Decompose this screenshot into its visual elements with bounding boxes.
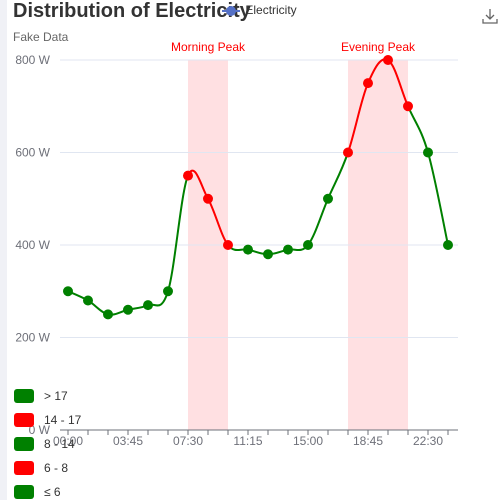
series-line-segment	[307, 198, 329, 246]
y-tick-label: 400 W	[15, 238, 50, 252]
series-line-segment	[327, 152, 349, 200]
chart-title: Distribution of Electricity	[13, 0, 251, 22]
visual-map-swatch	[14, 413, 34, 427]
data-point[interactable]	[123, 304, 133, 315]
data-point[interactable]	[343, 147, 353, 158]
visual-map-label: 8 - 14	[44, 437, 75, 451]
series-line-segment	[167, 175, 189, 292]
visual-map-item[interactable]: ≤ 6	[14, 480, 81, 504]
mark-area-label: Evening Peak	[341, 40, 416, 54]
visual-map-swatch	[14, 437, 34, 451]
data-point[interactable]	[63, 286, 73, 297]
x-tick-label: 15:00	[293, 434, 323, 448]
visual-map-label: ≤ 6	[44, 485, 61, 499]
x-tick-label: 00:00	[53, 434, 83, 448]
visual-map-swatch	[14, 485, 34, 499]
legend-marker-icon	[222, 5, 240, 16]
data-point[interactable]	[243, 244, 253, 255]
visual-map-legend: > 17 14 - 17 8 - 14 6 - 8 ≤ 6	[14, 384, 81, 504]
data-point[interactable]	[263, 249, 273, 260]
visual-map-swatch	[14, 461, 34, 475]
visual-map-label: > 17	[44, 389, 68, 403]
data-point[interactable]	[203, 193, 213, 204]
y-tick-label: 600 W	[15, 146, 50, 160]
data-point[interactable]	[383, 55, 393, 65]
data-point[interactable]	[423, 147, 433, 158]
series-line-segment	[407, 105, 429, 153]
visual-map-label: 14 - 17	[44, 413, 82, 427]
visual-map-item[interactable]: 8 - 14	[14, 432, 81, 456]
data-point[interactable]	[103, 309, 113, 320]
save-image-icon[interactable]	[482, 8, 498, 24]
x-tick-label: 03:45	[113, 434, 143, 448]
data-point[interactable]	[143, 300, 153, 311]
data-point[interactable]	[163, 286, 173, 297]
legend-label: Electricity	[245, 3, 297, 17]
data-point[interactable]	[323, 193, 333, 204]
left-panel-strip	[0, 0, 7, 500]
visual-map-item[interactable]: > 17	[14, 384, 81, 408]
series-legend[interactable]: Electricity	[222, 3, 297, 17]
series-line-segment	[347, 82, 369, 153]
x-tick-label: 07:30	[173, 434, 203, 448]
visual-map-item[interactable]: 6 - 8	[14, 456, 81, 480]
data-point[interactable]	[283, 244, 293, 255]
mark-area-label: Morning Peak	[171, 40, 246, 54]
data-point[interactable]	[83, 295, 93, 306]
y-tick-label: 800 W	[15, 53, 50, 67]
x-tick-label: 22:30	[413, 434, 443, 448]
data-point[interactable]	[303, 240, 313, 250]
y-tick-label: 0 W	[29, 423, 51, 437]
data-point[interactable]	[443, 240, 453, 250]
chart-subtitle: Fake Data	[13, 30, 69, 44]
data-point[interactable]	[223, 240, 233, 250]
visual-map-swatch	[14, 389, 34, 403]
x-tick-label: 18:45	[353, 434, 383, 448]
data-point[interactable]	[403, 101, 413, 112]
x-tick-label: 11:15	[233, 434, 262, 448]
y-tick-label: 200 W	[15, 331, 50, 345]
series-line-segment	[427, 152, 449, 246]
data-point[interactable]	[183, 170, 193, 181]
visual-map-item[interactable]: 14 - 17	[14, 408, 81, 432]
data-point[interactable]	[363, 78, 373, 89]
visual-map-label: 6 - 8	[44, 461, 69, 475]
